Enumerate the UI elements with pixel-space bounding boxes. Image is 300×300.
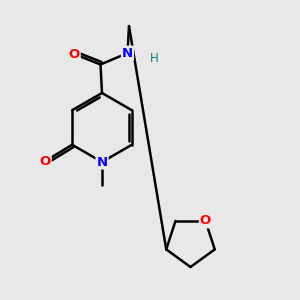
Text: N: N (122, 46, 133, 60)
Text: O: O (200, 214, 211, 227)
Text: H: H (150, 52, 159, 65)
Text: N: N (96, 155, 108, 169)
Text: O: O (68, 47, 80, 61)
Text: O: O (40, 155, 51, 168)
